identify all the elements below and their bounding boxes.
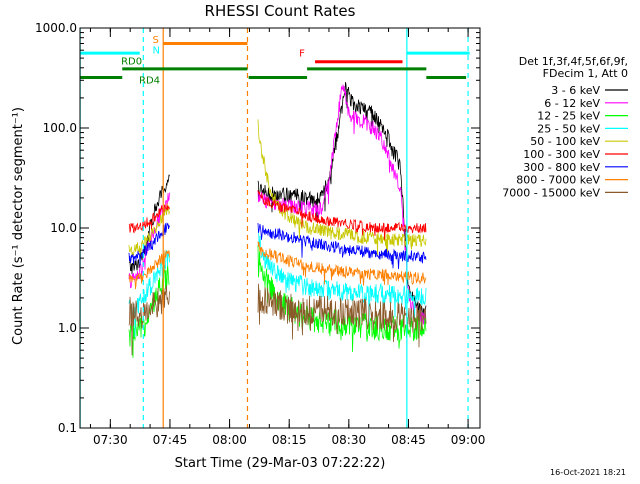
- legend-label-6-12-kev: 6 - 12 keV: [544, 97, 600, 110]
- x-tick-label: 08:15: [272, 433, 307, 447]
- series-25-50-kev-segment-2: [257, 228, 427, 323]
- legend-label-100-300-kev: 100 - 300 keV: [523, 148, 600, 161]
- chart-title: RHESSI Count Rates: [205, 2, 356, 20]
- series-6-12-kev-segment-2: [257, 84, 427, 331]
- x-tick-label: 07:45: [153, 433, 188, 447]
- x-tick-label: 09:00: [451, 433, 486, 447]
- series-3-6-kev-segment-2: [257, 82, 427, 317]
- y-tick-label: 1000.0: [35, 21, 77, 35]
- annotation-label-f: F: [299, 48, 305, 59]
- legend-label-300-800-kev: 300 - 800 keV: [523, 161, 600, 174]
- series-300-800-kev-segment-2: [257, 222, 427, 270]
- x-axis-label: Start Time (29-Mar-03 07:22:22): [175, 456, 386, 471]
- series-7000-15000-kev-segment-2: [257, 283, 427, 348]
- legend-label-800-7000-kev: 800 - 7000 keV: [516, 174, 600, 187]
- x-tick-label: 07:30: [93, 433, 128, 447]
- x-tick-label: 08:45: [391, 433, 426, 447]
- timestamp: 16-Oct-2021 18:21: [550, 468, 626, 477]
- legend-label-25-50-kev: 25 - 50 keV: [537, 122, 600, 135]
- series-100-300-kev-segment-2: [257, 190, 427, 240]
- annotation-label-n: N: [152, 46, 159, 57]
- y-tick-label: 10.0: [50, 221, 77, 235]
- annotation-label-rd0: RD0: [121, 57, 142, 68]
- y-tick-label: 100.0: [43, 121, 77, 135]
- annotation-label-rd4: RD4: [139, 75, 160, 86]
- legend-label-7000-15000-kev: 7000 - 15000 keV: [502, 186, 600, 199]
- legend-header-line: Det 1f,3f,4f,5f,6f,9f,: [519, 55, 628, 68]
- legend-header-line: FDecim 1, Att 0: [543, 67, 628, 80]
- series-50-100-kev-segment-2: [257, 119, 427, 256]
- y-tick-label: 1.0: [58, 321, 77, 335]
- y-axis-label: Count Rate (s⁻¹ detector segment⁻¹): [11, 107, 26, 345]
- series-800-7000-kev-segment-2: [257, 241, 427, 286]
- annotation-label-s: S: [152, 35, 158, 46]
- axes: 0.1 1.0 10.0 100.0 1000.0 07:30 07:45 08:00 08:1…: [35, 21, 485, 447]
- legend: Det 1f,3f,4f,5f,6f,9f,FDecim 1, Att 0 3 -…: [502, 55, 628, 199]
- legend-label-50-100-kev: 50 - 100 keV: [530, 135, 600, 148]
- legend-label-3-6-kev: 3 - 6 keV: [551, 84, 600, 97]
- y-tick-label: 0.1: [58, 421, 77, 435]
- x-tick-label: 08:00: [212, 433, 247, 447]
- x-tick-label: 08:30: [332, 433, 367, 447]
- legend-label-12-25-kev: 12 - 25 keV: [537, 110, 600, 123]
